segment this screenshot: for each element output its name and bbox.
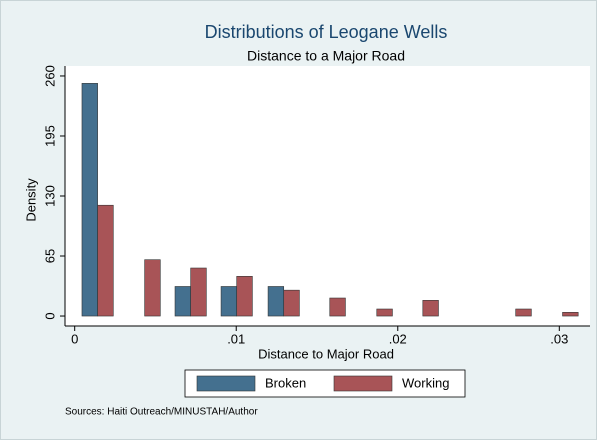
y-tick-label: 260 xyxy=(42,65,57,87)
x-tick-label: 0 xyxy=(71,331,78,346)
bar xyxy=(220,286,238,317)
bar xyxy=(190,267,207,317)
chart-title: Distributions of Leogane Wells xyxy=(205,22,448,42)
chart-subtitle: Distance to a Major Road xyxy=(247,48,405,64)
bar xyxy=(144,259,161,317)
bar xyxy=(267,286,285,317)
y-tick-label: 0 xyxy=(42,312,57,319)
x-tick-label: .03 xyxy=(550,331,568,346)
bar xyxy=(97,204,114,317)
legend-swatch xyxy=(333,375,393,392)
bar xyxy=(329,297,346,317)
x-tick-label: .01 xyxy=(227,331,245,346)
y-tick-label: 65 xyxy=(42,249,57,263)
bar xyxy=(81,83,98,317)
source-note: Sources: Haiti Outreach/MINUSTAH/Author xyxy=(65,407,258,418)
legend-swatch xyxy=(196,375,256,392)
y-axis-label: Density xyxy=(23,178,38,222)
bar xyxy=(283,289,300,317)
x-tick-label: .02 xyxy=(389,331,407,346)
plot-area xyxy=(65,66,590,326)
bar xyxy=(376,308,393,317)
bar xyxy=(515,308,532,317)
bar xyxy=(422,300,439,317)
bar xyxy=(174,286,191,317)
legend-label: Broken xyxy=(265,375,306,390)
y-tick-label: 195 xyxy=(42,125,57,147)
x-axis-label: Distance to Major Road xyxy=(258,346,394,361)
bar xyxy=(562,312,579,317)
y-tick-label: 130 xyxy=(42,185,57,207)
legend-label: Working xyxy=(402,375,449,390)
bar xyxy=(236,276,253,317)
